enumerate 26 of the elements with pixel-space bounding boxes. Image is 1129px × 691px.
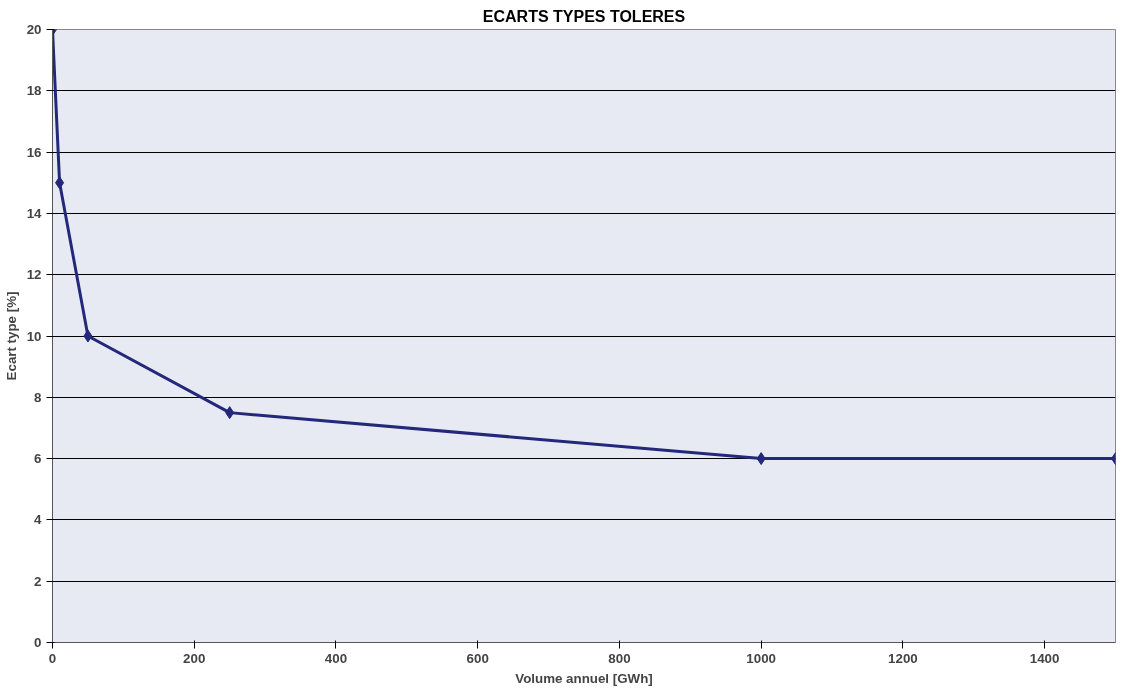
y-tick-label: 18 <box>26 83 42 99</box>
x-tick-label: 0 <box>48 650 57 666</box>
y-axis-title: Ecart type [%] <box>3 291 19 381</box>
chart-title: ECARTS TYPES TOLERES <box>482 7 686 25</box>
y-tick-label: 8 <box>34 389 42 405</box>
y-tick-label: 4 <box>34 512 43 528</box>
x-tick-label: 800 <box>608 650 631 666</box>
y-tick-label: 10 <box>26 328 42 344</box>
x-axis-title: Volume annuel [GWh] <box>515 670 653 686</box>
x-tick-label: 600 <box>466 650 489 666</box>
point <box>756 452 766 466</box>
x-tick-label: 1000 <box>746 650 776 666</box>
y-tick-label: 0 <box>34 635 42 650</box>
y-tick-label: 20 <box>26 22 42 37</box>
x-tick-label: 1400 <box>1029 650 1060 666</box>
point <box>83 329 93 343</box>
x-tick-label: 400 <box>324 650 348 666</box>
y-tick-label: 2 <box>34 573 42 589</box>
x-tick-label: 1200 <box>888 650 918 666</box>
y-tick-label: 16 <box>26 144 42 160</box>
x-tick-label: 200 <box>183 650 206 666</box>
y-tick-label: 6 <box>34 451 42 467</box>
point <box>55 176 65 190</box>
y-tick-label: 14 <box>26 205 43 221</box>
y-tick-label: 12 <box>26 267 42 283</box>
point <box>225 406 235 420</box>
